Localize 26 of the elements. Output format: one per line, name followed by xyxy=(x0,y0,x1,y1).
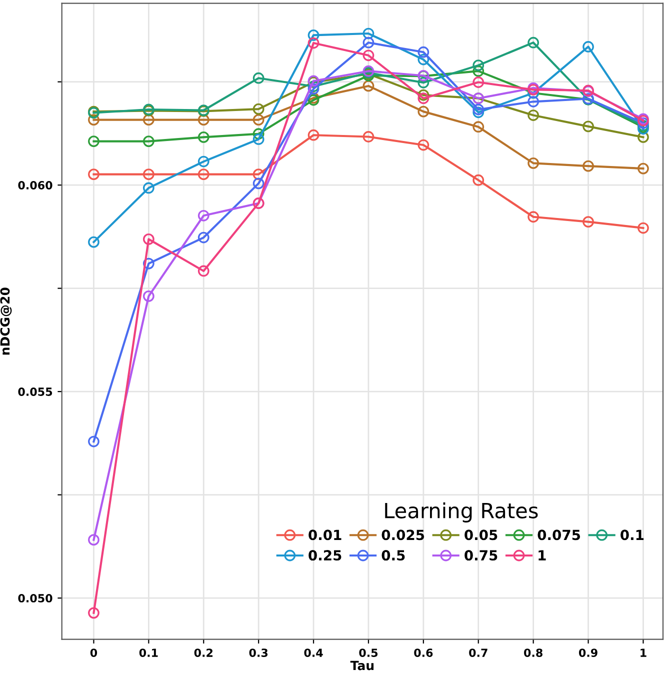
legend-label: 0.05 xyxy=(464,530,498,540)
x-tick-label: 1 xyxy=(640,648,646,657)
legend-label: 0.01 xyxy=(308,530,342,540)
x-tick-label: 0.9 xyxy=(578,648,598,657)
y-axis-title: nDCG@20 xyxy=(0,288,12,355)
y-tick-label: 0.060 xyxy=(18,181,52,190)
x-tick-label: 0.5 xyxy=(359,648,378,657)
legend-label: 0.1 xyxy=(620,530,644,540)
y-tick-label: 0.050 xyxy=(18,594,52,602)
x-tick-label: 0.6 xyxy=(414,648,433,657)
x-tick-label: 0.2 xyxy=(194,648,212,657)
x-tick-label: 0.7 xyxy=(469,648,488,657)
legend-label: 0.25 xyxy=(308,550,342,561)
legend-label: 0.075 xyxy=(538,530,580,540)
legend-label: 0.75 xyxy=(464,550,498,561)
legend-label: 0.025 xyxy=(382,530,424,540)
x-tick-label: 0.8 xyxy=(524,648,542,657)
x-tick-label: 0.3 xyxy=(249,648,268,657)
y-tick-label: 0.055 xyxy=(18,388,52,396)
legend-label: 0.5 xyxy=(382,550,405,561)
x-axis-title: Tau xyxy=(350,660,374,670)
x-tick-label: 0.4 xyxy=(304,648,323,657)
legend-title: Learning Rates xyxy=(385,502,538,522)
x-tick-label: 0 xyxy=(90,648,98,657)
x-tick-label: 0.1 xyxy=(139,648,158,657)
legend-label: 1 xyxy=(538,550,546,560)
